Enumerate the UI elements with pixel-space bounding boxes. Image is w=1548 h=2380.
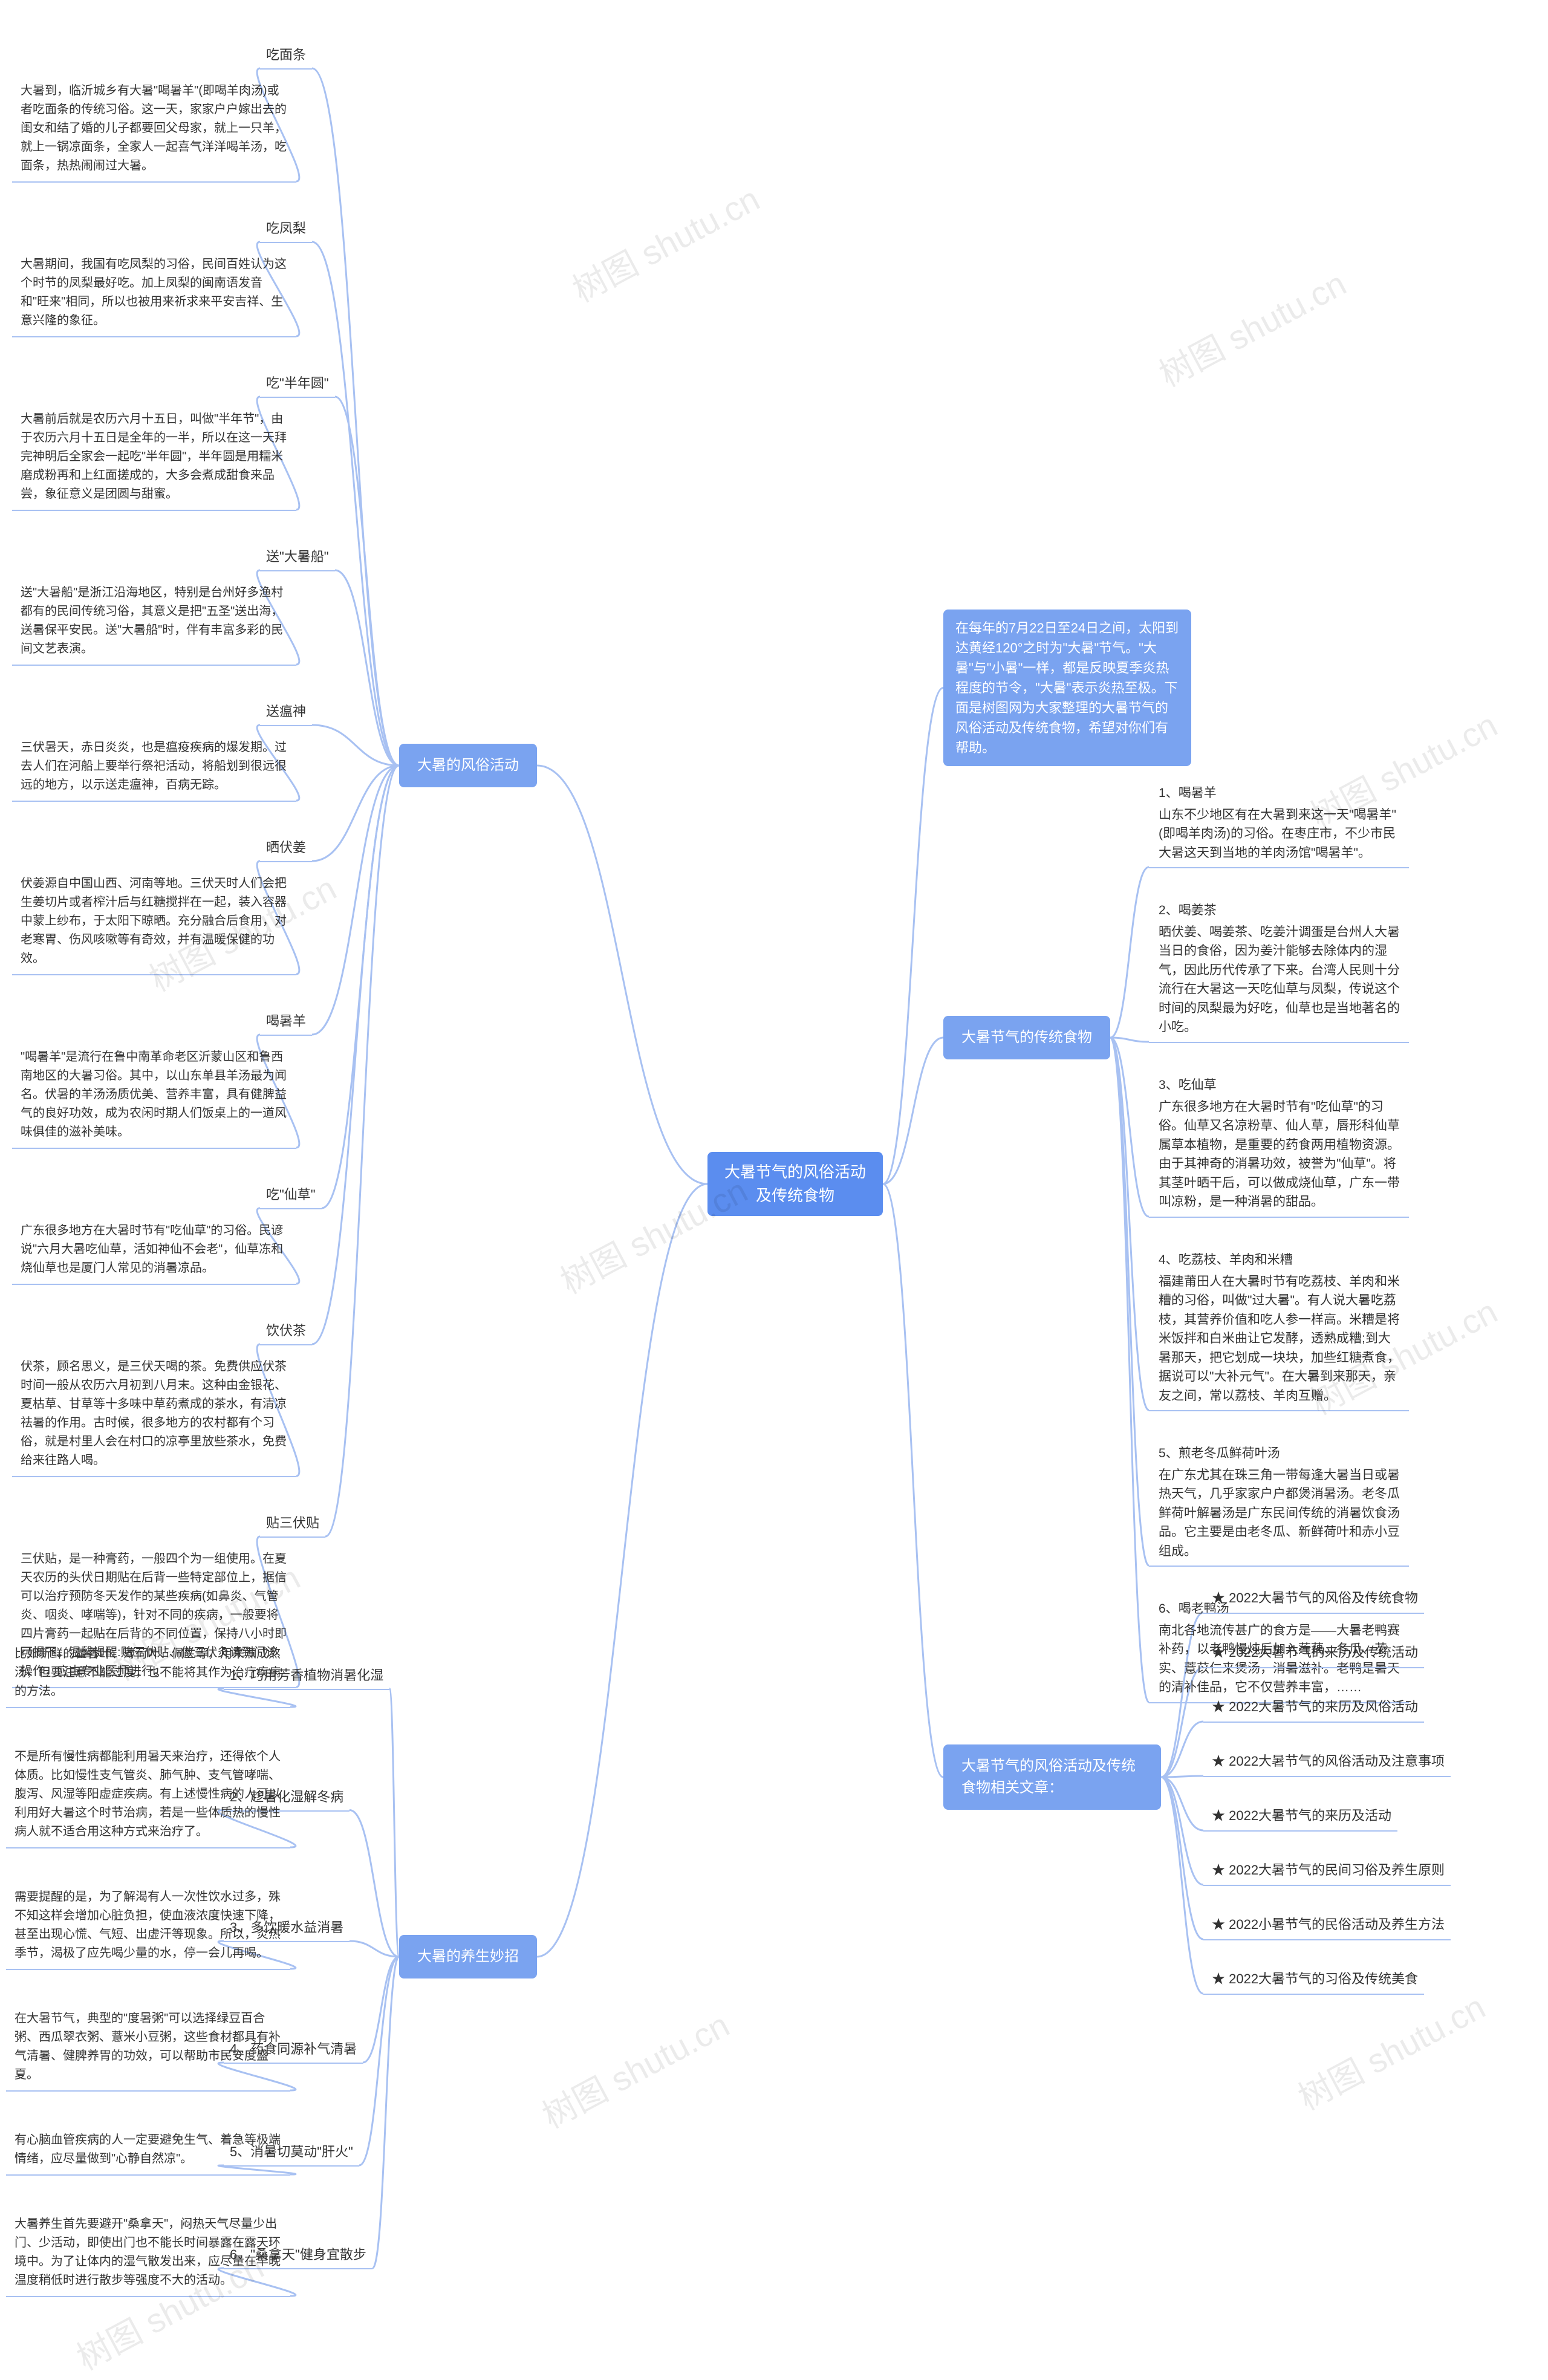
article-link[interactable]: ★ 2022大暑节气的习俗及传统美食 [1203, 1965, 1424, 1995]
tip-detail: 大暑养生首先要避开"桑拿天"，闷热天气尽量少出门、少活动，即使出门也不能长时间暴… [6, 2209, 290, 2297]
food-title: 喝暑羊 [1179, 786, 1217, 800]
watermark: 树图 shutu.cn [533, 1998, 737, 2138]
activity-title: 吃"仙草" [260, 1182, 322, 1209]
food-num: 6、 [1159, 1602, 1179, 1616]
article-link[interactable]: ★ 2022小暑节气的民俗活动及养生方法 [1203, 1911, 1451, 1940]
foods-section: 大暑节气的传统食物 [943, 1016, 1110, 1059]
tip-detail: 有心脑血管疾病的人一定要避免生气、着急等极端情绪，应尽量做到"心静自然凉"。 [6, 2125, 290, 2176]
activity-detail: 伏姜源自中国山西、河南等地。三伏天时人们会把生姜切片或者榨汁后与红糖搅拌在一起，… [12, 868, 296, 975]
food-title: 喝姜茶 [1179, 903, 1217, 917]
tip-detail: 不是所有慢性病都能利用暑天来治疗，还得依个人体质。比如慢性支气管炎、肺气肿、支气… [6, 1741, 290, 1848]
tips-section: 大暑的养生妙招 [399, 1935, 537, 1978]
tip-detail: 需要提醒的是，为了解渴有人一次性饮水过多，殊不知这样会增加心脏负担，使血液浓度快… [6, 1882, 290, 1970]
food-detail: 在广东尤其在珠三角一带每逢大暑当日或暑热天气，几乎家家户户都煲消暑汤。老冬瓜鲜荷… [1159, 1466, 1403, 1561]
food-num: 2、 [1159, 903, 1179, 917]
watermark: 树图 shutu.cn [1150, 257, 1354, 397]
food-item: 1、喝暑羊 山东不少地区有在大暑到来这一天"喝暑羊"(即喝羊肉汤)的习俗。在枣庄… [1149, 780, 1409, 868]
article-link[interactable]: ★ 2022大暑节气的来历及传统活动 [1203, 1639, 1424, 1668]
activity-title: 晒伏姜 [260, 835, 312, 862]
food-title: 煎老冬瓜鲜荷叶汤 [1179, 1446, 1280, 1460]
articles-section: 大暑节气的风俗活动及传统食物相关文章： [943, 1744, 1161, 1810]
food-detail: 山东不少地区有在大暑到来这一天"喝暑羊"(即喝羊肉汤)的习俗。在枣庄市，不少市民… [1159, 805, 1403, 863]
activity-title: 吃"半年圆" [260, 371, 335, 398]
tip-detail: 比如新鲜的藿香叶、薄荷叶、佩兰等，用来煮成熬汤，但要注意不能过度，也不能将其作为… [6, 1639, 290, 1708]
article-link[interactable]: ★ 2022大暑节气的风俗活动及注意事项 [1203, 1748, 1451, 1777]
food-item: 4、吃荔枝、羊肉和米糟 福建莆田人在大暑时节有吃荔枝、羊肉和米糟的习俗，叫做"过… [1149, 1247, 1409, 1411]
activity-title: 送"大暑船" [260, 544, 335, 571]
intro-node: 在每年的7月22日至24日之间，太阳到达黄经120°之时为"大暑"节气。"大暑"… [943, 610, 1191, 766]
food-item: 5、煎老冬瓜鲜荷叶汤 在广东尤其在珠三角一带每逢大暑当日或暑热天气，几乎家家户户… [1149, 1440, 1409, 1567]
activity-detail: 大暑前后就是农历六月十五日，叫做"半年节"，由于农历六月十五日是全年的一半，所以… [12, 404, 296, 511]
food-num: 4、 [1159, 1253, 1179, 1267]
activity-detail: 广东很多地方在大暑时节有"吃仙草"的习俗。民谚说"六月大暑吃仙草，活如神仙不会老… [12, 1215, 296, 1285]
food-detail: 晒伏姜、喝姜茶、吃姜汁调蛋是台州人大暑当日的食俗，因为姜汁能够去除体内的湿气，因… [1159, 923, 1403, 1037]
activity-detail: "喝暑羊"是流行在鲁中南革命老区沂蒙山区和鲁西南地区的大暑习俗。其中，以山东单县… [12, 1042, 296, 1149]
activity-title: 送瘟神 [260, 699, 312, 726]
watermark: 树图 shutu.cn [1289, 1980, 1493, 2120]
activity-title: 饮伏茶 [260, 1318, 312, 1345]
activity-title: 吃面条 [260, 42, 312, 70]
watermark: 树图 shutu.cn [563, 172, 767, 312]
article-link[interactable]: ★ 2022大暑节气的来历及风俗活动 [1203, 1693, 1424, 1723]
root-node: 大暑节气的风俗活动及传统食物 [707, 1152, 883, 1216]
article-link[interactable]: ★ 2022大暑节气的来历及活动 [1203, 1802, 1397, 1832]
tip-detail: 在大暑节气，典型的"度暑粥"可以选择绿豆百合粥、西瓜翠衣粥、薏米小豆粥，这些食材… [6, 2003, 290, 2092]
activities-section: 大暑的风俗活动 [399, 744, 537, 787]
activity-title: 喝暑羊 [260, 1009, 312, 1036]
activity-detail: 三伏暑天，赤日炎炎，也是瘟疫疾病的爆发期。过去人们在河船上要举行祭祀活动，将船划… [12, 732, 296, 802]
food-num: 1、 [1159, 786, 1179, 800]
activity-title: 贴三伏贴 [260, 1510, 325, 1538]
activity-title: 吃凤梨 [260, 216, 312, 243]
activity-detail: 大暑到，临沂城乡有大暑"喝暑羊"(即喝羊肉汤)或者吃面条的传统习俗。这一天，家家… [12, 76, 296, 183]
food-detail: 福建莆田人在大暑时节有吃荔枝、羊肉和米糟的习俗，叫做"过大暑"。有人说大暑吃荔枝… [1159, 1272, 1403, 1406]
food-num: 5、 [1159, 1446, 1179, 1460]
food-title: 吃荔枝、羊肉和米糟 [1179, 1253, 1293, 1267]
food-detail: 广东很多地方在大暑时节有"吃仙草"的习俗。仙草又名凉粉草、仙人草，唇形科仙草属草… [1159, 1097, 1403, 1212]
activity-detail: 大暑期间，我国有吃凤梨的习俗，民间百姓认为这个时节的凤梨最好吃。加上凤梨的闽南语… [12, 249, 296, 337]
food-num: 3、 [1159, 1078, 1179, 1092]
article-link[interactable]: ★ 2022大暑节气的风俗及传统食物 [1203, 1584, 1424, 1614]
activity-detail: 伏茶，顾名思义，是三伏天喝的茶。免费供应伏茶时间一般从农历六月初到八月末。这种由… [12, 1351, 296, 1477]
article-link[interactable]: ★ 2022大暑节气的民间习俗及养生原则 [1203, 1856, 1451, 1886]
activity-detail: 送"大暑船"是浙江沿海地区，特别是台州好多渔村都有的民间传统习俗，其意义是把"五… [12, 577, 296, 666]
food-item: 2、喝姜茶 晒伏姜、喝姜茶、吃姜汁调蛋是台州人大暑当日的食俗，因为姜汁能够去除体… [1149, 897, 1409, 1043]
food-title: 吃仙草 [1179, 1078, 1217, 1092]
food-item: 3、吃仙草 广东很多地方在大暑时节有"吃仙草"的习俗。仙草又名凉粉草、仙人草，唇… [1149, 1072, 1409, 1218]
